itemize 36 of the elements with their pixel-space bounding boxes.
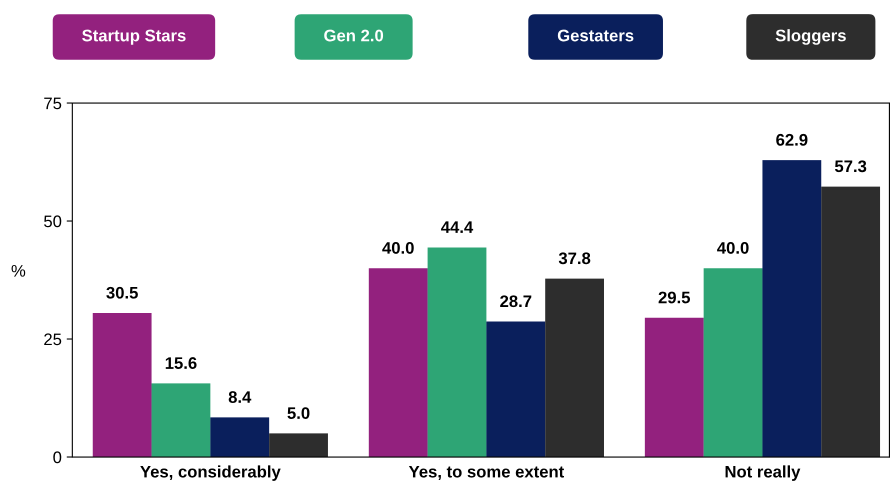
y-tick-label: 25 <box>44 333 62 346</box>
data-label: 40.0 <box>717 242 749 254</box>
data-label: 28.7 <box>500 295 532 308</box>
data-label: 15.6 <box>166 357 197 369</box>
data-label: 37.8 <box>558 252 590 264</box>
y-tick-label: 50 <box>44 215 62 228</box>
bar <box>545 278 604 458</box>
y-tick-label: 0 <box>53 451 62 464</box>
data-label: 5.0 <box>287 407 310 420</box>
bar <box>821 186 880 458</box>
x-tick-label: Yes, considerably <box>140 465 281 481</box>
text: Gen 2.0 <box>324 30 384 42</box>
bar <box>269 433 328 458</box>
bar <box>92 313 152 458</box>
bar <box>486 322 546 458</box>
x-tick-label: Yes, to some extent <box>408 466 564 480</box>
text: Startup Stars <box>82 30 186 45</box>
y-tick-label: 75 <box>44 98 62 110</box>
bar <box>210 417 270 458</box>
data-label: 30.5 <box>106 286 138 299</box>
bar <box>152 383 210 458</box>
text: Gestaters <box>558 30 634 42</box>
data-label: 57.3 <box>834 160 866 172</box>
x-tick-label: Not really <box>726 465 800 481</box>
bar <box>762 160 822 458</box>
data-label: 44.4 <box>441 221 474 233</box>
data-label: 29.5 <box>658 292 690 304</box>
data-label: 62.9 <box>776 134 808 146</box>
data-label: 8.4 <box>228 391 252 403</box>
bar <box>368 268 428 458</box>
y-axis-title: % <box>12 265 26 277</box>
bar <box>644 318 704 458</box>
text: Sloggers <box>776 29 846 45</box>
data-label: 40.0 <box>382 242 414 254</box>
bar <box>428 247 486 458</box>
bar <box>704 268 762 458</box>
